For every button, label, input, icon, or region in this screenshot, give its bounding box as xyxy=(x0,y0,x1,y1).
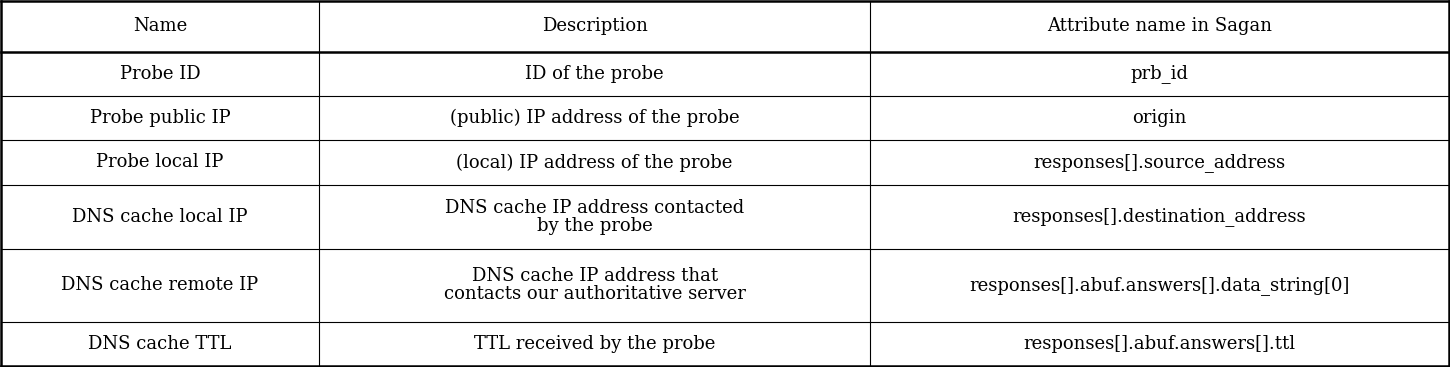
Text: (public) IP address of the probe: (public) IP address of the probe xyxy=(450,109,740,127)
Text: Attribute name in Sagan: Attribute name in Sagan xyxy=(1047,17,1272,35)
Text: ID of the probe: ID of the probe xyxy=(525,65,664,83)
Text: DNS cache TTL: DNS cache TTL xyxy=(88,335,232,353)
Text: by the probe: by the probe xyxy=(536,217,652,235)
Text: contacts our authoritative server: contacts our authoritative server xyxy=(444,286,745,304)
Text: prb_id: prb_id xyxy=(1131,64,1189,83)
Text: responses[].abuf.answers[].data_string[0]: responses[].abuf.answers[].data_string[0… xyxy=(970,276,1350,295)
Text: origin: origin xyxy=(1132,109,1186,127)
Text: Probe ID: Probe ID xyxy=(120,65,200,83)
Text: Name: Name xyxy=(133,17,187,35)
Text: DNS cache local IP: DNS cache local IP xyxy=(72,208,248,226)
Text: DNS cache IP address contacted: DNS cache IP address contacted xyxy=(445,199,744,217)
Text: (local) IP address of the probe: (local) IP address of the probe xyxy=(457,153,732,172)
Text: Description: Description xyxy=(542,17,648,35)
Text: responses[].destination_address: responses[].destination_address xyxy=(1012,207,1306,226)
Text: TTL received by the probe: TTL received by the probe xyxy=(474,335,715,353)
Text: Probe local IP: Probe local IP xyxy=(96,153,223,171)
Text: responses[].abuf.answers[].ttl: responses[].abuf.answers[].ttl xyxy=(1024,335,1296,353)
Text: Probe public IP: Probe public IP xyxy=(90,109,231,127)
Text: DNS cache remote IP: DNS cache remote IP xyxy=(61,276,258,294)
Text: DNS cache IP address that: DNS cache IP address that xyxy=(471,268,718,286)
Text: responses[].source_address: responses[].source_address xyxy=(1034,153,1286,172)
